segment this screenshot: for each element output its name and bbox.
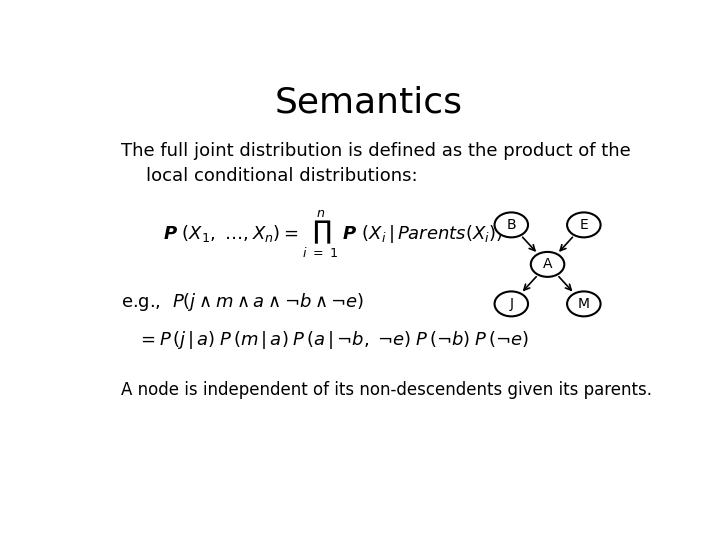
Text: local conditional distributions:: local conditional distributions: [145, 167, 418, 185]
Text: $= P\,(j\,|\,a)\;P\,(m\,|\,a)\;P\,(a\,|\,\neg b,\;\neg e)\;P\,(\neg b)\;P\,(\neg: $= P\,(j\,|\,a)\;P\,(m\,|\,a)\;P\,(a\,|\… [138, 329, 529, 351]
Circle shape [531, 252, 564, 277]
Circle shape [567, 292, 600, 316]
Circle shape [495, 212, 528, 238]
Text: A: A [543, 258, 552, 272]
Text: M: M [578, 297, 590, 311]
Text: A node is independent of its non-descendents given its parents.: A node is independent of its non-descend… [121, 381, 652, 399]
Circle shape [567, 212, 600, 238]
Circle shape [495, 292, 528, 316]
Text: The full joint distribution is defined as the product of the: The full joint distribution is defined a… [121, 141, 631, 160]
Text: Semantics: Semantics [275, 85, 463, 119]
Text: B: B [506, 218, 516, 232]
Text: J: J [509, 297, 513, 311]
Text: E: E [580, 218, 588, 232]
Text: $\boldsymbol{P}$ $(X_1,\ \ldots,X_n) = \prod_{i\ =\ 1}^{n}$ $\boldsymbol{P}$ $(X: $\boldsymbol{P}$ $(X_1,\ \ldots,X_n) = \… [163, 208, 503, 260]
Text: e.g.,  $P(j \wedge m \wedge a \wedge \neg b \wedge \neg e)$: e.g., $P(j \wedge m \wedge a \wedge \neg… [121, 292, 364, 313]
